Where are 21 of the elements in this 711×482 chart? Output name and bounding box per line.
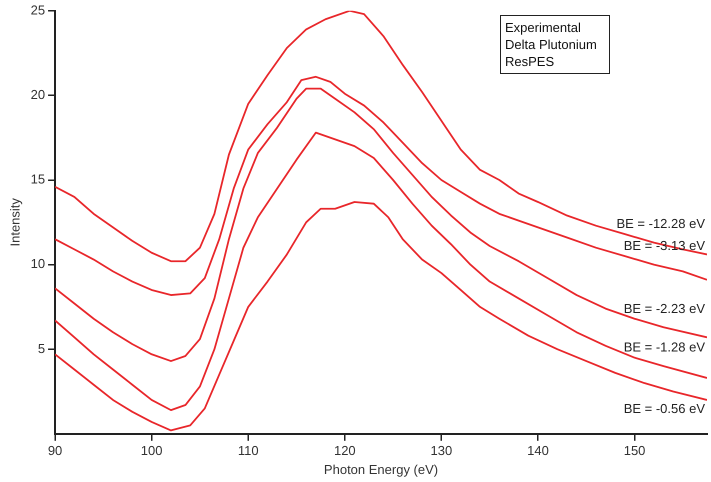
- y-tick-label: 25: [30, 2, 46, 18]
- y-tick-label: 10: [30, 256, 46, 272]
- y-axis-title: Intensity: [7, 198, 22, 247]
- x-tick-label: 120: [334, 443, 356, 458]
- x-tick-label: 100: [140, 443, 162, 458]
- x-axis-title: Photon Energy (eV): [324, 462, 438, 477]
- annotation: Delta Plutonium: [505, 36, 597, 53]
- y-tick-label: 5: [38, 340, 46, 356]
- x-tick-label: 150: [624, 443, 646, 458]
- annotation: Experimental: [505, 19, 582, 36]
- x-tick-label: 110: [238, 443, 259, 458]
- annotation: ResPES: [505, 53, 556, 70]
- x-tick-label: 140: [527, 443, 549, 458]
- series-label: BE = -2.23 eV: [624, 300, 706, 316]
- series-label: BE = -12.28 eV: [616, 216, 706, 232]
- x-tick-label: 90: [48, 443, 62, 458]
- series-label: BE = -0.56 eV: [624, 401, 706, 416]
- y-tick-label: 20: [30, 86, 46, 102]
- series-label: BE = -1.28 eV: [624, 340, 706, 355]
- x-tick-label: 130: [430, 443, 452, 458]
- y-tick-label: 15: [30, 172, 46, 187]
